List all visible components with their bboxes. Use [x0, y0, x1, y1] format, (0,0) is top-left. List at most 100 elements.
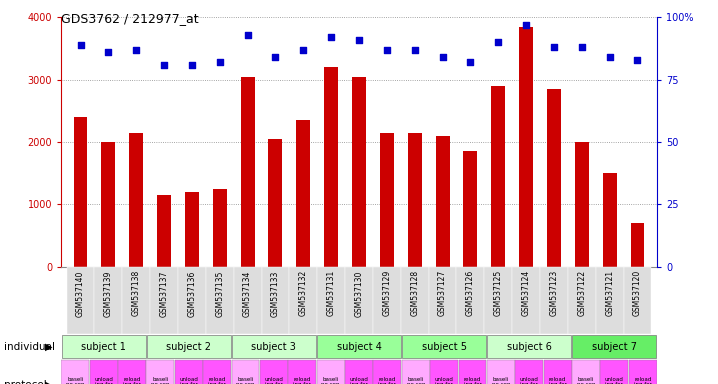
Bar	[269, 139, 282, 267]
Bar	[62, 335, 146, 358]
Bar	[457, 267, 485, 334]
Point	[270, 54, 281, 60]
Bar	[540, 267, 568, 334]
Bar	[602, 173, 617, 267]
Point	[214, 59, 225, 65]
Point	[75, 42, 86, 48]
Bar	[203, 360, 231, 384]
Bar	[491, 86, 505, 267]
Bar	[402, 360, 429, 384]
Text: GSM537131: GSM537131	[327, 270, 335, 316]
Bar	[373, 267, 401, 334]
Text: GSM537127: GSM537127	[438, 270, 447, 316]
Point	[437, 54, 448, 60]
Text: unload
ing for
48h: unload ing for 48h	[264, 377, 284, 384]
Text: unload
ing for
48h: unload ing for 48h	[520, 377, 538, 384]
Bar	[325, 67, 338, 267]
Text: unload
ing for
48h: unload ing for 48h	[94, 377, 113, 384]
Bar	[463, 151, 477, 267]
Point	[186, 62, 197, 68]
Point	[297, 47, 309, 53]
Bar	[289, 267, 317, 334]
Bar	[516, 360, 544, 384]
Text: GSM537136: GSM537136	[187, 270, 197, 317]
Bar	[459, 360, 486, 384]
Bar	[623, 267, 651, 334]
Point	[381, 47, 393, 53]
Bar	[289, 360, 316, 384]
Bar	[572, 335, 656, 358]
Bar	[185, 192, 199, 267]
Bar	[73, 117, 88, 267]
Bar	[519, 26, 533, 267]
Text: reload
ing for
24h: reload ing for 24h	[123, 377, 141, 384]
Bar	[317, 267, 345, 334]
Bar	[61, 360, 89, 384]
Bar	[67, 267, 95, 334]
Text: unload
ing for
48h: unload ing for 48h	[434, 377, 454, 384]
Bar	[317, 335, 401, 358]
Bar	[572, 360, 600, 384]
Point	[548, 44, 559, 50]
Bar	[380, 133, 393, 267]
Text: baseli
ne con
trol: baseli ne con trol	[236, 377, 255, 384]
Bar	[401, 267, 429, 334]
Text: GSM537130: GSM537130	[355, 270, 363, 317]
Bar	[122, 267, 150, 334]
Text: individual: individual	[4, 341, 55, 352]
Text: GSM537132: GSM537132	[299, 270, 308, 316]
Text: protocol: protocol	[4, 380, 47, 384]
Text: baseli
ne con
trol: baseli ne con trol	[577, 377, 595, 384]
Text: GSM537128: GSM537128	[410, 270, 419, 316]
Bar	[95, 267, 122, 334]
Text: GSM537140: GSM537140	[76, 270, 85, 317]
Bar	[178, 267, 206, 334]
Point	[576, 44, 587, 50]
Text: subject 2: subject 2	[167, 341, 211, 352]
Text: GSM537124: GSM537124	[521, 270, 531, 316]
Bar	[547, 89, 561, 267]
Text: baseli
ne con
trol: baseli ne con trol	[151, 377, 169, 384]
Point	[242, 32, 253, 38]
Text: GSM537121: GSM537121	[605, 270, 614, 316]
Bar	[174, 360, 202, 384]
Point	[325, 34, 337, 40]
Text: GDS3762 / 212977_at: GDS3762 / 212977_at	[61, 12, 199, 25]
Text: GSM537120: GSM537120	[633, 270, 642, 316]
Text: unload
ing for
48h: unload ing for 48h	[180, 377, 198, 384]
Bar	[150, 267, 178, 334]
Bar	[260, 360, 288, 384]
Bar	[213, 189, 227, 267]
Text: GSM537139: GSM537139	[104, 270, 113, 317]
Bar	[317, 360, 345, 384]
Text: reload
ing for
24h: reload ing for 24h	[549, 377, 567, 384]
Bar	[402, 335, 486, 358]
Text: GSM537135: GSM537135	[215, 270, 224, 317]
Bar	[345, 360, 373, 384]
Point	[103, 49, 114, 55]
Bar	[373, 360, 401, 384]
Text: baseli
ne con
trol: baseli ne con trol	[322, 377, 340, 384]
Bar	[146, 335, 230, 358]
Point	[521, 22, 532, 28]
Point	[465, 59, 476, 65]
Bar	[232, 335, 316, 358]
Text: subject 1: subject 1	[81, 341, 126, 352]
Point	[409, 47, 421, 53]
Bar	[157, 195, 171, 267]
Bar	[146, 360, 174, 384]
Text: ▶: ▶	[45, 341, 52, 352]
Text: reload
ing for
24h: reload ing for 24h	[464, 377, 482, 384]
Bar	[232, 360, 259, 384]
Bar	[206, 267, 233, 334]
Bar	[101, 142, 116, 267]
Bar	[485, 267, 512, 334]
Text: reload
ing for
24h: reload ing for 24h	[634, 377, 652, 384]
Bar	[429, 267, 457, 334]
Text: GSM537134: GSM537134	[243, 270, 252, 317]
Bar	[630, 223, 645, 267]
Bar	[241, 76, 255, 267]
Text: subject 4: subject 4	[337, 341, 381, 352]
Text: subject 7: subject 7	[592, 341, 637, 352]
Bar	[575, 142, 589, 267]
